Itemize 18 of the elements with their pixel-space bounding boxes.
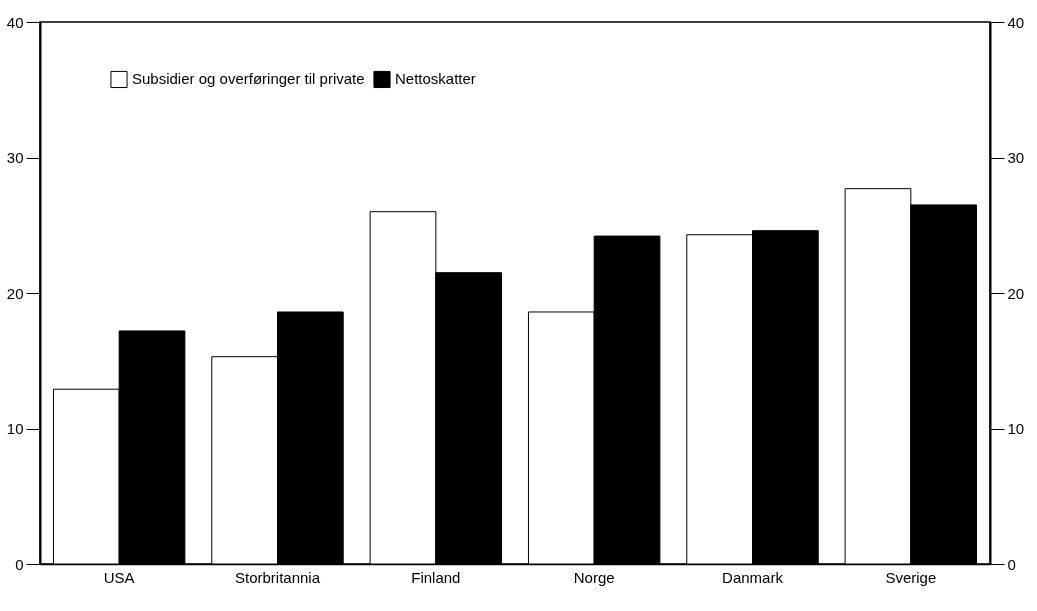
y2-tick-label: 40 [1007, 13, 1025, 31]
y2-tick-label: 0 [1007, 555, 1016, 573]
y-tick-label: 10 [6, 420, 24, 437]
legend-label: Subsidier og overføringer til private [132, 70, 365, 88]
y-tick-label: 20 [6, 284, 24, 302]
y-tick-label: 30 [6, 149, 24, 166]
x-tick-label: Norge [573, 568, 615, 586]
x-tick-label: Sverige [885, 568, 937, 586]
x-tick-label: Storbritannia [234, 568, 321, 586]
y2-tick-label: 10 [1007, 420, 1025, 437]
y2-tick-label: 30 [1007, 149, 1025, 166]
y-tick-label: 0 [15, 555, 24, 573]
y-tick-label: 40 [6, 13, 24, 31]
x-tick-label: Finland [411, 568, 461, 586]
x-tick-label: Danmark [722, 568, 784, 586]
y2-tick-label: 20 [1007, 284, 1025, 302]
x-tick-label: USA [103, 568, 135, 586]
legend-label: Nettoskatter [395, 70, 476, 88]
